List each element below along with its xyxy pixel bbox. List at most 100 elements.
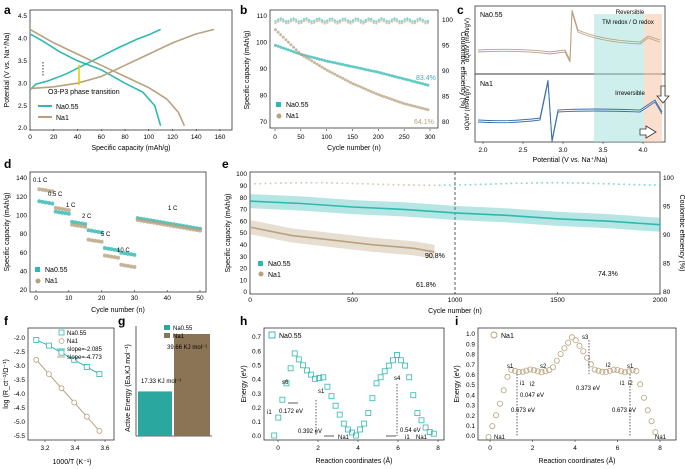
ce-point — [474, 183, 477, 186]
point-na1 — [320, 65, 324, 69]
x-tick-labels: 0 500 1000 1500 2000 — [248, 292, 668, 304]
ce-point — [372, 183, 374, 186]
bar-label-na1: 39.66 KJ mol⁻¹ — [167, 345, 207, 351]
panel-d: 0 10 20 30 40 50 20 40 60 80 100 120 140 Cycle numb… — [4, 171, 207, 314]
ce-point — [305, 19, 308, 22]
y-tick-label: 0.9 — [466, 341, 475, 348]
ce-point — [323, 20, 326, 23]
point-na055 — [369, 69, 373, 73]
ce-point — [300, 19, 303, 23]
y-tick-labels: 0.0 0.1 0.2 0.3 0.4 0.5 0.6 0.7 0.8 0.9 1.0 — [466, 331, 475, 440]
point-na1 — [603, 368, 610, 375]
rate-label-1: 0.1 C — [33, 178, 48, 184]
point-na1 — [550, 364, 557, 371]
point-na1 — [367, 88, 370, 92]
point-na1 — [96, 239, 101, 244]
point-na1 — [534, 368, 541, 375]
x-axis-label: Cycle number (n) — [327, 145, 381, 152]
fit-line-na1 — [35, 359, 100, 432]
point-na1 — [500, 387, 507, 394]
label-na1-end: Na1 — [655, 435, 667, 441]
top-title: Na0.55 — [480, 12, 503, 19]
ce-point — [413, 19, 417, 23]
point-na055 — [403, 77, 407, 81]
point-na1 — [369, 90, 373, 93]
phase-annotation: O3-P3 phase transition — [48, 89, 120, 96]
ce-point — [418, 184, 421, 187]
x-tick-label: 100 — [143, 134, 154, 141]
point-na055 — [50, 201, 55, 206]
ce-point — [331, 182, 333, 184]
ce-point — [597, 182, 600, 185]
point-na1 — [79, 224, 84, 229]
y-tick-label: 80 — [240, 195, 248, 202]
ce-point — [279, 182, 282, 185]
arrow-down-icon — [656, 85, 670, 104]
point-na1 — [512, 367, 519, 374]
ce-point — [282, 18, 285, 21]
ce-point — [297, 20, 300, 23]
ce-point — [325, 181, 328, 184]
point-na055 — [93, 229, 97, 234]
irreversible-label: Irreversible — [615, 91, 645, 97]
ce-point — [426, 21, 430, 25]
point-na1 — [46, 371, 52, 378]
panel-letter-d: d — [4, 157, 11, 171]
ce-point — [282, 20, 285, 23]
ce-point — [249, 183, 251, 185]
y-tick-label: 100 — [442, 17, 453, 24]
y-tick-label: 20 — [240, 266, 248, 273]
ce-point — [284, 22, 288, 25]
label-s1-right: s1 — [627, 364, 634, 370]
point-na055 — [96, 229, 101, 234]
y-tick-label: 95 — [442, 43, 450, 50]
y-tick-label: 0.1 — [252, 419, 261, 426]
x-tick-label: 0 — [34, 295, 38, 302]
point-na1 — [336, 74, 339, 78]
point-na1 — [591, 366, 598, 373]
point-na1 — [652, 429, 659, 436]
point-na055 — [377, 374, 384, 381]
ce-point — [313, 21, 316, 24]
point-na1 — [618, 368, 625, 375]
x-axis-label: Reaction coordinates (Å) — [315, 456, 392, 465]
y-tick-label: 0.6 — [252, 348, 261, 355]
panel-b: 0 50 100 150 200 250 300 70 80 90 100 110 80 85 90 95… — [244, 9, 466, 152]
plot-frame — [263, 327, 445, 441]
ce-point — [351, 19, 355, 22]
x-tick-label: 80 — [121, 134, 129, 141]
legend-swatch-na1 — [276, 113, 282, 119]
point-na055 — [291, 350, 298, 357]
point-na1 — [181, 225, 186, 230]
point-na1 — [622, 369, 629, 376]
ce-point — [592, 182, 595, 185]
ce-point — [315, 19, 319, 23]
point-na055 — [421, 82, 425, 86]
point-na055 — [57, 210, 61, 215]
y-tick-labels: 70 80 90 100 110 — [256, 13, 267, 126]
ce-point — [359, 19, 362, 22]
point-na055 — [274, 43, 277, 47]
ce-point — [276, 20, 280, 23]
ce-point — [419, 19, 422, 22]
ce-point — [307, 18, 311, 22]
ce-point — [372, 19, 375, 23]
panel-e: 0 500 1000 1500 2000 0102030405060708090100 … — [225, 171, 685, 315]
point-na1 — [372, 91, 376, 95]
point-na055 — [392, 74, 396, 78]
ce-point — [320, 181, 323, 184]
legend-label-na055: Na0.55 — [268, 261, 291, 268]
point-na055 — [86, 228, 91, 233]
point-na1 — [390, 97, 394, 101]
dqdv-curve — [477, 11, 661, 63]
y-tick-label: 0.2 — [252, 405, 261, 412]
ce-point — [400, 20, 404, 23]
point-na1 — [37, 187, 42, 192]
ce-point — [416, 20, 419, 23]
point-na1 — [382, 95, 386, 99]
point-na055 — [58, 349, 65, 356]
point-na1 — [648, 418, 655, 425]
ce-point — [395, 18, 399, 21]
legend-swatch-na055 — [258, 261, 263, 266]
point-na1 — [152, 220, 157, 225]
